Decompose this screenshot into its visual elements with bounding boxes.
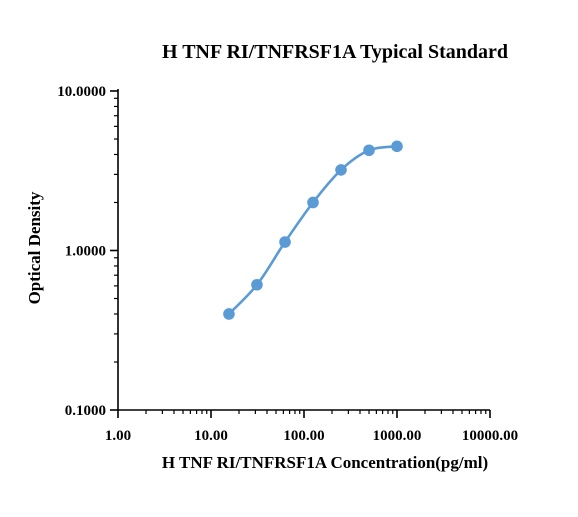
data-point — [391, 140, 403, 153]
y-tick-label: 0.1000 — [65, 403, 106, 419]
chart-title: H TNF RI/TNFRSF1A Typical Standard — [162, 41, 508, 63]
y-axis-label: Optical Density — [25, 191, 44, 304]
data-point — [251, 278, 263, 291]
x-tick-label: 100.00 — [283, 428, 324, 444]
data-point — [279, 236, 291, 248]
y-tick-label: 1.0000 — [65, 244, 106, 260]
axes: 1.00 10.00 100.00 1000.00 10000.00 0.1000 1.00… — [57, 84, 518, 444]
data-point — [223, 308, 235, 320]
data-point — [335, 164, 347, 176]
data-point — [363, 144, 375, 157]
x-axis-label: H TNF RI/TNFRSF1A Concentration(pg/ml) — [162, 453, 488, 472]
data-point — [307, 196, 319, 209]
plot-area — [223, 140, 403, 320]
x-tick-label: 1.00 — [105, 428, 131, 444]
y-tick-label: 10.0000 — [57, 84, 106, 100]
x-tick-label: 10000.00 — [462, 428, 518, 444]
x-tick-label: 1000.00 — [373, 428, 422, 444]
x-tick-label: 10.00 — [194, 428, 228, 444]
